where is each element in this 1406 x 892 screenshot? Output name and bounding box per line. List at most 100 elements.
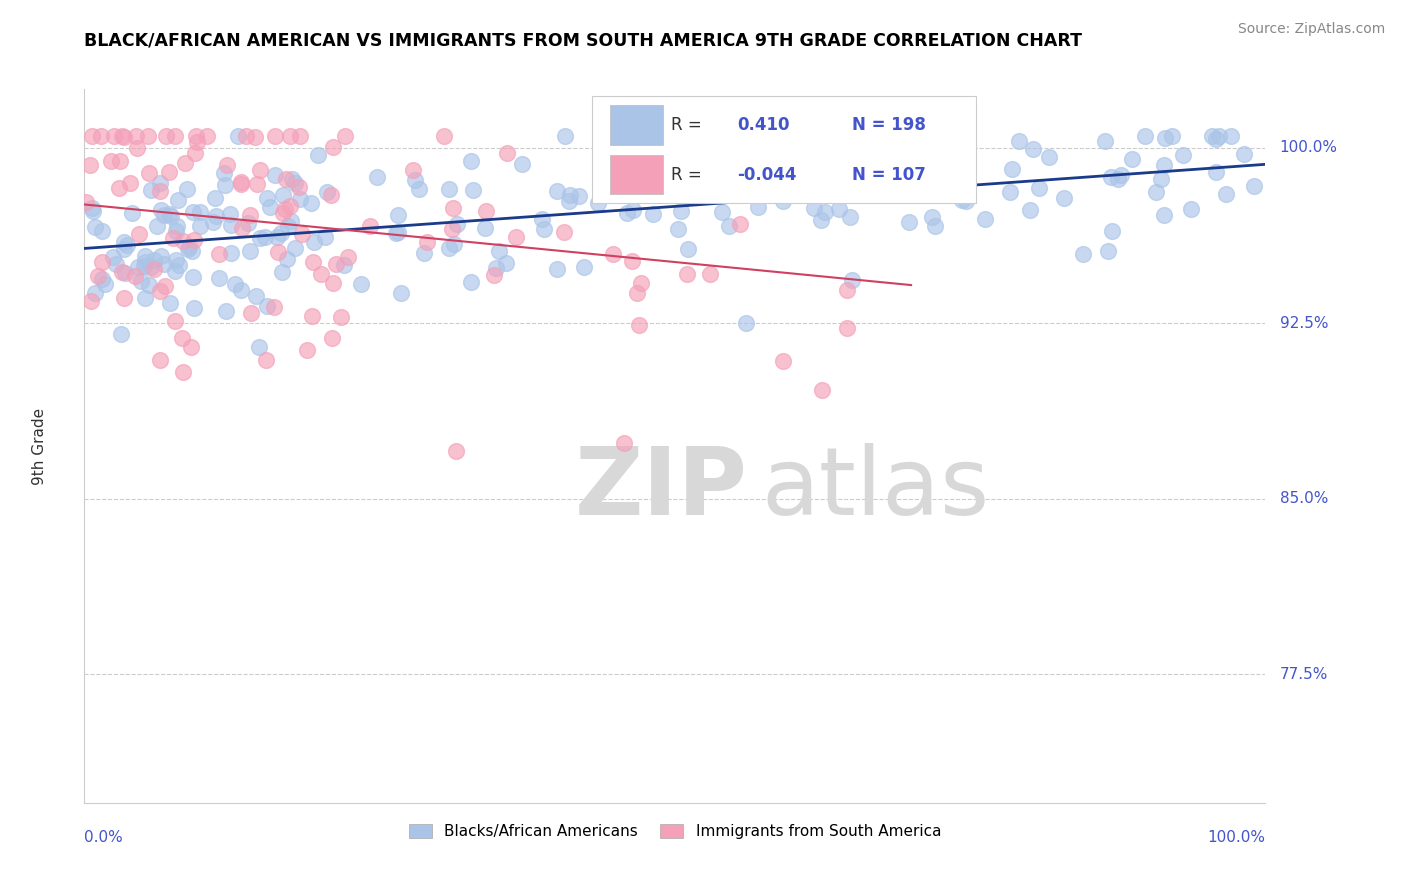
Point bbox=[643, 207, 665, 221]
Point bbox=[825, 128, 848, 143]
Point bbox=[104, 257, 127, 271]
Text: R =: R = bbox=[671, 166, 702, 184]
Point bbox=[172, 365, 194, 379]
Point bbox=[955, 194, 977, 208]
Point bbox=[596, 128, 619, 143]
Point bbox=[872, 177, 894, 191]
Point bbox=[124, 268, 146, 283]
Point bbox=[950, 194, 973, 208]
Point bbox=[276, 252, 298, 266]
Point bbox=[134, 292, 156, 306]
Point bbox=[787, 161, 810, 175]
Point bbox=[1071, 247, 1094, 261]
Point bbox=[204, 191, 226, 205]
Point bbox=[125, 141, 148, 155]
Point bbox=[271, 264, 294, 278]
Point bbox=[669, 203, 692, 218]
Point bbox=[321, 188, 343, 202]
Point bbox=[134, 255, 156, 269]
Point bbox=[786, 186, 808, 201]
Text: 0.410: 0.410 bbox=[738, 116, 790, 134]
Point bbox=[80, 128, 103, 143]
Point bbox=[301, 309, 323, 323]
Point bbox=[437, 182, 460, 196]
Point bbox=[322, 140, 344, 154]
Text: BLACK/AFRICAN AMERICAN VS IMMIGRANTS FROM SOUTH AMERICA 9TH GRADE CORRELATION CH: BLACK/AFRICAN AMERICAN VS IMMIGRANTS FRO… bbox=[84, 32, 1083, 50]
Point bbox=[1154, 131, 1177, 145]
Point bbox=[143, 252, 166, 267]
Point bbox=[165, 253, 187, 268]
Point bbox=[1053, 191, 1076, 205]
Point bbox=[266, 230, 288, 244]
Point bbox=[215, 304, 238, 318]
Point bbox=[295, 343, 318, 358]
Point bbox=[94, 277, 117, 292]
Point bbox=[495, 256, 517, 270]
Point bbox=[728, 217, 751, 231]
Point bbox=[387, 225, 409, 239]
Point bbox=[112, 235, 135, 250]
Point bbox=[510, 157, 533, 171]
Point bbox=[558, 194, 581, 209]
Point bbox=[546, 184, 568, 198]
Point bbox=[284, 241, 307, 255]
Text: 9th Grade: 9th Grade bbox=[32, 408, 46, 484]
Point bbox=[134, 249, 156, 263]
Point bbox=[1018, 203, 1040, 218]
Text: 0.0%: 0.0% bbox=[84, 830, 124, 845]
Point bbox=[676, 267, 699, 281]
Point bbox=[256, 191, 278, 205]
Point bbox=[249, 163, 271, 178]
Point bbox=[546, 261, 568, 276]
Point bbox=[998, 186, 1021, 200]
Point bbox=[253, 230, 276, 244]
Text: 85.0%: 85.0% bbox=[1279, 491, 1327, 506]
Point bbox=[437, 241, 460, 255]
Point bbox=[125, 128, 148, 143]
Point bbox=[441, 221, 464, 235]
Point bbox=[333, 258, 356, 272]
Point bbox=[149, 284, 172, 298]
Point bbox=[1038, 150, 1060, 164]
Point bbox=[219, 245, 242, 260]
Point bbox=[208, 247, 231, 261]
Point bbox=[1201, 128, 1223, 143]
Point bbox=[111, 128, 134, 143]
Point bbox=[626, 285, 648, 300]
Point bbox=[1121, 152, 1143, 166]
Point bbox=[1107, 171, 1129, 186]
Point bbox=[163, 314, 186, 328]
Point bbox=[271, 206, 294, 220]
Point bbox=[433, 128, 456, 143]
Point bbox=[474, 203, 496, 218]
Point bbox=[141, 260, 163, 274]
Point bbox=[688, 128, 710, 143]
Point bbox=[772, 185, 794, 199]
Point bbox=[82, 204, 104, 219]
Point bbox=[195, 128, 218, 143]
Point bbox=[302, 254, 325, 268]
Point bbox=[1097, 244, 1119, 259]
Point bbox=[146, 219, 169, 234]
Point bbox=[288, 192, 311, 206]
Point bbox=[112, 242, 135, 256]
Point bbox=[772, 194, 794, 208]
Point bbox=[311, 267, 333, 281]
Point bbox=[460, 154, 482, 169]
Point bbox=[330, 310, 353, 324]
Point bbox=[86, 268, 108, 283]
Point bbox=[387, 208, 409, 222]
Point bbox=[80, 293, 103, 308]
Point bbox=[321, 330, 343, 344]
Point bbox=[114, 266, 136, 280]
Point bbox=[153, 279, 176, 293]
Point bbox=[1094, 135, 1116, 149]
Point bbox=[280, 171, 302, 186]
Point bbox=[1219, 128, 1241, 143]
Point bbox=[179, 240, 201, 254]
Point bbox=[91, 254, 114, 268]
Point bbox=[655, 132, 678, 146]
Point bbox=[266, 244, 288, 259]
Point bbox=[1243, 178, 1265, 193]
Point bbox=[335, 128, 357, 143]
